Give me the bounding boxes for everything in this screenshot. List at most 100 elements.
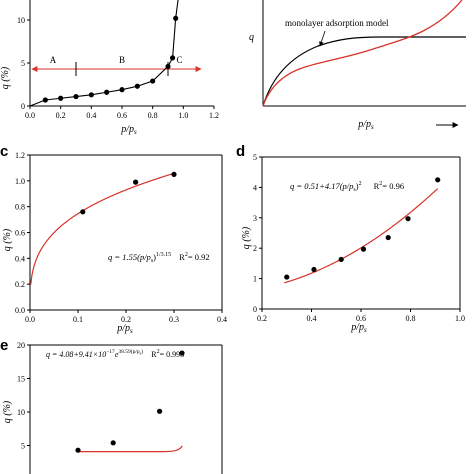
panel-c-axes: 0.0 0.1 0.2 0.3 0.4 0.0 0.2 0.4 0.6 0.8 1.0 1.2 [15,151,227,324]
panel-a-x-tick-label: 1.0 [178,111,188,120]
panel-c-y-tick-label: 0.4 [15,254,25,263]
panel-a-x-tick-label: 0.8 [148,111,158,120]
panel-e-data-point [179,350,185,356]
panel-e-data-point [110,440,116,446]
panel-d-series [284,177,441,284]
panel-a-y-tick-label: 10 [17,16,25,25]
panel-d-data-point [435,177,441,183]
panel-a-y-tick-label: 5 [21,59,25,68]
panel-e-series [75,350,185,453]
panel-a-region-label: B [119,55,125,65]
panel-d-y-tick-label: 2 [253,244,257,253]
panel-c-y-label: q (%) [2,228,13,251]
panel-a-x-tick-label: 0.0 [25,111,35,120]
panel-d-y-tick-label: 4 [253,183,257,192]
panel-a: 0.00.20.40.60.81.01.2051015 q (%) p/ps A… [0,0,219,136]
panel-c-y-tick-label: 0.6 [15,229,25,238]
panel-e-y-tick-label: 5 [21,442,25,451]
panel-a-data-point [165,63,171,70]
panel-a-y-label: q (%) [0,66,11,89]
panel-e: e 5 10 15 20 q (%) q = 4.08+9.41×10−17e38.5… [0,337,223,474]
panel-e-y-tick-label: 10 [17,408,25,417]
panel-b-isotherm-curve [262,0,463,107]
panel-a-data-point [42,97,48,103]
panel-a-data-point [88,92,94,98]
panel-d-equation: q = 0.51+4.17(p/ps)2 R2= 0.96 [290,181,404,193]
panel-d-y-label: q (%) [241,226,252,249]
panel-d-x-label: p/ps [350,322,367,334]
panel-d-data-point [360,246,367,252]
panel-c-x-label: p/ps [116,323,133,335]
panel-e-fit-curve [78,445,183,453]
panel-a-region-label: C [176,55,182,65]
panel-c-y-tick-label: 0.8 [15,203,25,212]
panel-a-series [29,0,179,107]
panel-a-y-tick-label: 0 [21,102,25,111]
panel-a-axes: 0.00.20.40.60.81.01.2051015 [17,0,219,120]
panel-d-axes: 0.2 0.4 0.6 0.8 1.0 0 1 2 3 4 5 [253,153,465,323]
panel-b-monolayer-curve [262,36,466,107]
panel-a-x-tick-label: 0.4 [86,111,96,120]
panel-e-data-point [157,408,163,414]
panel-d-data-point [338,256,344,263]
panel-c-x-tick-label: 0.3 [169,315,179,324]
panel-a-x-tick-label: 0.6 [117,111,127,120]
panel-d-x-tick-label: 0.6 [356,314,366,323]
panel-e-y-tick-label: 15 [17,375,25,384]
panel-a-x-tick-label: 0.2 [56,111,66,120]
panel-c-x-tick-label: 0.2 [121,315,131,324]
panel-d-x-tick-label: 0.8 [406,314,416,323]
panel-d-y-tick-label: 0 [253,305,257,314]
panel-c: c 0.0 0.1 0.2 0.3 0.4 0.0 0.2 0.4 0.6 0.8 1.0 1.2 q… [0,143,227,335]
panel-d-x-tick-label: 0.4 [307,314,317,323]
panel-d-y-tick-label: 5 [253,153,257,162]
panel-c-y-tick-label: 1.0 [15,177,25,186]
panel-d-y-tick-label: 1 [253,275,257,284]
panel-d-fit-curve [284,188,439,284]
panel-e-letter: e [0,337,8,354]
panel-a-data-point [119,87,125,93]
panel-d-data-point [385,234,391,241]
panel-b: q monolayer adsorption model p/ps [249,0,466,131]
panel-a-data-point [58,95,64,101]
panel-c-equation: q = 1.55(p/ps)1/3.15 R2= 0.92 [108,252,210,264]
panel-a-data-point [104,89,110,95]
panel-e-y-tick-label: 20 [17,341,25,350]
panel-c-data-point [80,209,86,215]
panel-a-region-arrows: A B C [31,55,202,77]
panel-a-data-point [134,83,140,89]
panel-c-y-tick-label: 0.0 [15,306,25,315]
panel-b-annotation-pointer [319,30,326,47]
panel-d-y-tick-label: 3 [253,214,257,223]
panel-d-x-tick-label: 1.0 [455,314,465,323]
panel-b-annotation: monolayer adsorption model [285,18,389,28]
panel-c-data-point [171,171,177,177]
panel-c-series [30,171,177,285]
panel-d: d 0.2 0.4 0.6 0.8 1.0 0 1 2 3 4 5 q (%) p/ps q = 0… [236,143,465,334]
panel-a-x-label: p/ps [120,124,137,136]
panel-b-x-label: p/ps [357,119,374,131]
panel-e-y-label: q (%) [2,400,13,423]
panel-a-data-point [170,55,176,61]
panel-c-letter: c [0,143,8,160]
panel-c-fit-curve [30,172,175,285]
panel-e-data-point [75,447,81,453]
panel-a-data-point [150,78,156,84]
panel-c-x-tick-label: 0.0 [25,315,35,324]
panel-c-x-tick-label: 0.4 [217,315,227,324]
panel-d-data-point [405,216,411,222]
panel-a-data-point [173,15,179,21]
panel-a-x-tick-label: 1.2 [209,111,219,120]
panel-e-axes: 5 10 15 20 [17,341,223,474]
panel-a-region-label: A [50,55,57,65]
panel-d-letter: d [236,143,245,160]
panel-d-x-tick-label: 0.2 [257,314,267,323]
panel-c-y-tick-label: 0.2 [15,280,25,289]
panel-c-x-tick-label: 0.1 [73,315,83,324]
panel-c-data-point [133,179,139,185]
panel-d-data-point [284,274,290,280]
panel-e-equation: q = 4.08+9.41×10−17e38.59(p/ps) R2= 0.998 [46,348,184,359]
panel-a-data-point [73,93,79,100]
panel-b-y-label: q [249,32,254,43]
